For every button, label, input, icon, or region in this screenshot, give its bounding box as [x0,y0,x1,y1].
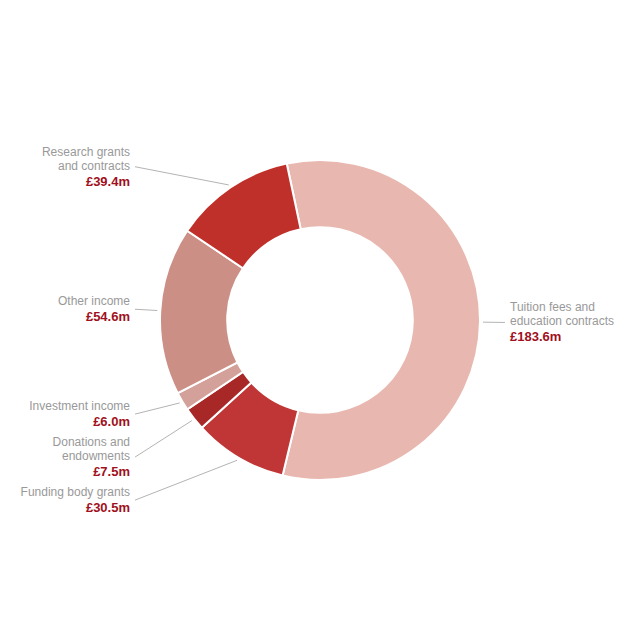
value-label: £39.4m [86,174,130,189]
category-label: Investment income [29,399,130,413]
category-label-line: education contracts [510,314,614,328]
category-label-line: Investment income [29,399,130,413]
category-label-line: Donations and [53,435,130,449]
value-label: £6.0m [93,414,130,429]
chart-container: Tuition fees andeducation contracts£183.… [0,0,640,640]
wedges [160,160,480,480]
category-label: Donations andendowments [53,435,130,463]
category-label-line: Research grants [42,145,130,159]
category-label: Research grantsand contracts [42,145,130,173]
category-label: Other income [58,294,130,308]
category-label-line: Other income [58,294,130,308]
leader-line [135,309,157,310]
value-label: £54.6m [86,309,130,324]
category-label-line: endowments [62,449,130,463]
category-label-line: Tuition fees and [510,300,595,314]
leader-line [135,403,180,414]
leader-line [483,322,505,323]
leader-line [135,167,229,185]
value-label: £183.6m [510,329,561,344]
value-label: £7.5m [93,464,130,479]
leader-line [135,460,237,500]
category-label: Tuition fees andeducation contracts [510,300,614,328]
category-label-line: Funding body grants [21,485,130,499]
value-label: £30.5m [86,500,130,515]
leader-line [135,421,192,457]
category-label-line: and contracts [58,159,130,173]
wedge [283,160,480,480]
category-label: Funding body grants [21,485,130,499]
chart: Tuition fees andeducation contracts£183.… [0,0,640,640]
wedge [187,163,301,268]
labels: Tuition fees andeducation contracts£183.… [21,145,614,515]
